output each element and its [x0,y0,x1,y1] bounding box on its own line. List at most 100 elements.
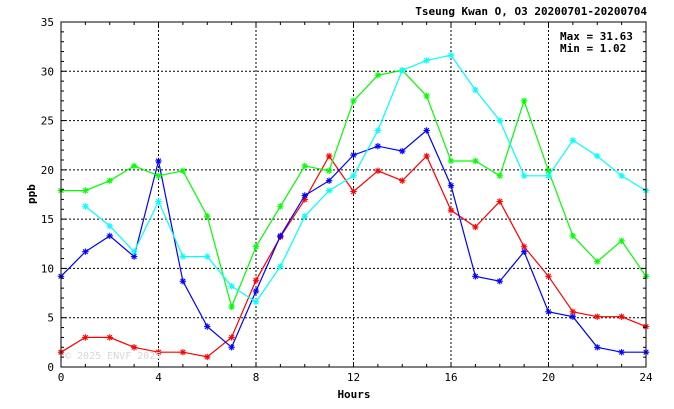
data-point [252,277,260,284]
x-tick-label: 12 [347,371,360,384]
y-tick-label: 10 [41,262,54,275]
y-tick-label: 30 [41,65,54,78]
data-point [399,177,406,184]
axis-ticks: 0 4 8 12 16 20 24 0 5 10 15 20 25 30 35 [41,16,653,384]
data-point [277,263,284,270]
x-tick-label: 0 [58,371,65,384]
data-point [277,232,284,240]
data-point [545,273,552,280]
data-point [594,152,601,160]
chart-title: Tseung Kwan O, O3 20200701-20200704 [415,5,647,18]
data-point [447,182,455,189]
data-point [496,117,503,124]
data-point [569,232,577,240]
y-tick-label: 20 [41,164,54,177]
data-point [130,162,138,170]
data-point [106,222,113,230]
data-point [545,308,552,315]
grid-lines [61,22,646,367]
data-point [496,172,503,179]
data-point [228,303,235,311]
watermark: © 2025 ENVF 2025 [65,351,161,362]
data-point [204,323,211,330]
y-axis-label: ppb [25,184,38,204]
y-tick-label: 5 [47,312,54,325]
data-point [472,223,479,231]
data-point [301,162,308,170]
x-tick-label: 8 [253,371,260,384]
data-point [350,172,357,179]
data-point [618,172,625,179]
data-point [447,157,455,165]
data-point [82,334,89,341]
data-point [301,192,308,199]
data-point [423,57,430,64]
data-point [594,344,601,351]
data-point [594,313,601,320]
data-point [82,187,89,194]
series-2 [57,67,650,311]
series-3 [82,52,650,306]
data-point [618,313,625,320]
data-point [179,253,187,260]
series-line [85,54,647,303]
data-point [228,282,235,290]
series-1 [57,127,650,356]
x-tick-label: 16 [444,371,457,384]
data-point [204,253,211,260]
data-point [106,232,113,240]
data-point [130,248,138,255]
data-point [130,344,138,351]
data-point [277,203,284,210]
data-point [325,167,333,175]
data-point [301,212,308,220]
data-point [350,97,357,105]
x-axis-label: Hours [337,388,370,401]
data-point [618,237,625,245]
data-point [82,248,89,255]
data-point [155,198,162,205]
y-tick-label: 0 [47,361,54,374]
data-point [520,172,528,179]
data-point [179,167,187,175]
data-point [228,334,235,341]
data-point [155,172,162,179]
data-point [325,152,333,160]
data-point [252,287,260,295]
max-label: Max = 31.63 [560,30,633,43]
data-point [618,349,625,356]
data-point [447,52,455,59]
data-point [106,334,113,341]
x-tick-label: 24 [639,371,653,384]
data-point [399,147,406,155]
data-point [204,212,211,220]
x-tick-label: 20 [542,371,555,384]
series-0 [57,152,650,361]
data-point [472,273,479,280]
data-point [594,258,601,265]
data-point [82,203,89,210]
data-point [399,67,406,74]
data-point [569,313,577,320]
data-point [204,353,211,361]
data-point [496,278,503,285]
data-point [106,177,113,184]
data-point [374,72,382,79]
data-point [545,172,552,179]
data-point [252,243,260,250]
min-label: Min = 1.02 [560,42,626,55]
data-point [179,349,187,356]
data-point [520,248,528,255]
data-point [155,157,162,165]
data-point [325,177,333,184]
data-point [423,92,430,100]
x-tick-label: 4 [155,371,162,384]
data-point [569,308,577,315]
data-point [472,86,479,94]
data-point [423,152,430,160]
data-point [374,167,382,175]
series-layer [57,52,650,361]
y-tick-label: 35 [41,16,54,29]
data-point [325,187,333,194]
